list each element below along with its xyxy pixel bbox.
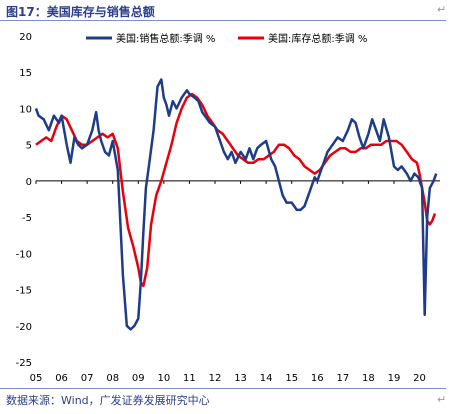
y-tick-label: 5	[26, 141, 32, 152]
legend-label: 美国:销售总额:季调 %	[116, 32, 215, 45]
y-tick-label: -10	[16, 249, 32, 260]
x-tick-label: 08	[106, 373, 119, 384]
x-tick-label: 10	[157, 373, 170, 384]
source-divider	[0, 388, 446, 389]
y-tick-label: 15	[19, 68, 32, 79]
x-tick-label: 13	[234, 373, 247, 384]
y-tick-label: 0	[26, 177, 32, 188]
series-line	[34, 78, 438, 331]
y-tick-label: -5	[22, 213, 32, 224]
y-tick-label: -25	[16, 358, 32, 369]
x-tick-label: 14	[260, 373, 273, 384]
title-paragraph-mark: ↵	[437, 3, 447, 16]
x-tick-label: 17	[336, 373, 349, 384]
figure-title: 图17：美国库存与销售总额	[6, 5, 155, 19]
source-paragraph-mark: ↵	[437, 393, 447, 406]
source-note: 数据来源：Wind，广发证券发展研究中心	[6, 394, 210, 407]
chart-legend: 美国:销售总额:季调 % 美国:库存总额:季调 %	[86, 32, 367, 45]
title-divider	[0, 20, 446, 21]
y-axis-ticks: 20 15 10 5 0 -5 -10 -15 -20 -25	[16, 32, 32, 369]
series-line	[35, 92, 437, 288]
x-tick-label: 05	[30, 373, 43, 384]
y-tick-label: 10	[19, 104, 32, 115]
legend-label: 美国:库存总额:季调 %	[268, 32, 367, 45]
x-tick-label: 15	[285, 373, 298, 384]
x-tick-label: 12	[209, 373, 222, 384]
x-tick-label: 11	[183, 373, 196, 384]
x-tick-label: 20	[413, 373, 426, 384]
x-tick-label: 19	[388, 373, 401, 384]
x-tick-label: 18	[362, 373, 375, 384]
x-tick-label: 06	[55, 373, 68, 384]
chart-series	[34, 78, 438, 331]
x-tick-label: 07	[81, 373, 94, 384]
x-tick-label: 09	[132, 373, 145, 384]
y-tick-label: -20	[16, 322, 32, 333]
x-tick-label: 16	[311, 373, 324, 384]
y-tick-label: -15	[16, 286, 32, 297]
x-axis-ticks: 05 06 07 08 09 10 11 12 13 14 15 16 17 18 19 20	[30, 180, 426, 384]
y-tick-label: 20	[19, 32, 32, 43]
